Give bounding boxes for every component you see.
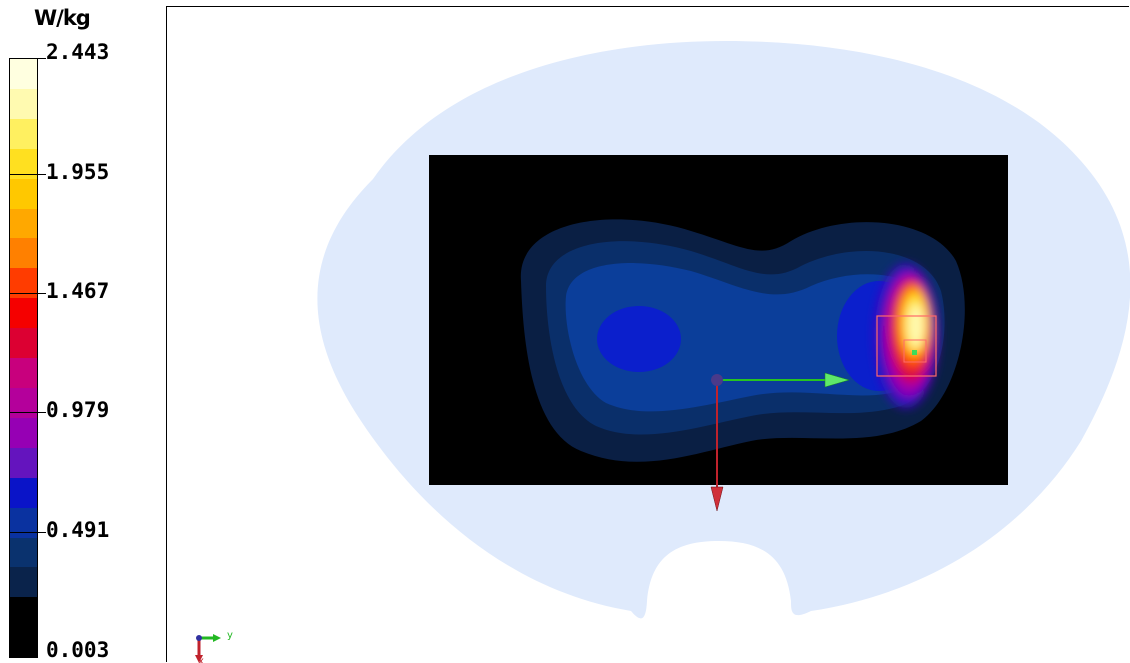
color-band-3 [10,148,37,179]
color-band-2 [10,118,37,149]
sar-scene: y x [195,41,1130,663]
color-scale-bar [9,58,38,658]
legend-tick-mark [9,532,46,533]
triad-y-label: y [227,630,233,641]
probe-x-axis-arrow [710,486,724,512]
color-band-14 [10,477,37,508]
color-band-9 [10,328,37,359]
legend-tick-label-min: 0.003 [46,638,110,662]
legend-tick-label: 1.955 [46,160,110,184]
legend-tick-mark [9,412,46,413]
color-band-4 [10,178,37,209]
legend-tick-mark [9,58,46,59]
peak-box [903,339,927,363]
axes-triad-icon [195,634,221,663]
color-band-17 [10,567,37,598]
legend-tick-label: 0.979 [46,398,110,422]
color-band-11 [10,387,37,418]
legend-unit: W/kg [34,6,91,30]
legend-tick-label: 0.491 [46,518,110,542]
color-band-1 [10,88,37,119]
color-band-0 [10,59,37,89]
zoom-scan-box [876,315,937,377]
color-band-8 [10,298,37,329]
color-band-6 [10,238,37,269]
color-band-18 [10,597,37,628]
color-scale-legend: W/kg 2.443 1.955 1.467 0.979 0.491 0.003 [0,0,160,663]
color-band-12 [10,417,37,448]
sar-left-lobe [597,306,681,372]
color-band-10 [10,358,37,388]
legend-tick-label: 1.467 [46,279,110,303]
color-band-5 [10,208,37,239]
color-band-19 [10,627,37,658]
probe-y-axis-arrow [824,372,850,388]
sar-hotspot [874,264,938,408]
legend-tick-mark [9,174,46,175]
probe-origin [711,374,723,386]
legend-tick-mark [9,293,46,294]
color-band-13 [10,447,37,478]
sar-contour-level-3 [565,263,934,412]
color-band-15 [10,507,37,538]
triad-x-label: x [198,656,204,663]
peak-marker [912,350,917,355]
color-band-16 [10,537,37,568]
legend-tick-label-max: 2.443 [46,40,110,64]
3d-viewport[interactable]: y x [166,6,1130,663]
